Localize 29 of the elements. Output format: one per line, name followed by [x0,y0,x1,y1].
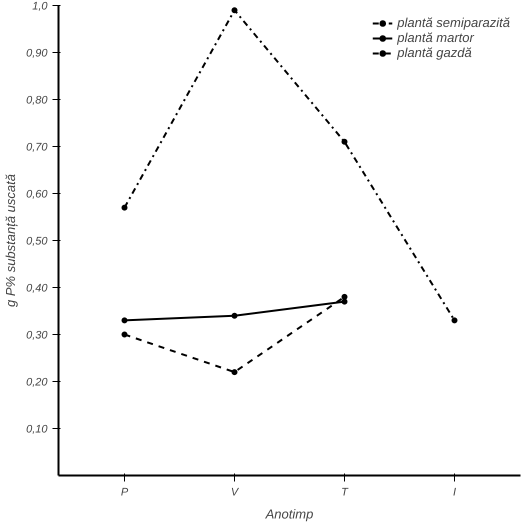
point [122,332,128,338]
point [342,298,348,305]
y-tick-label: 0,20 [26,376,48,388]
point [232,7,238,14]
y-axis-title: g P% substanță uscată [3,174,18,307]
y-tick-label: 0,10 [26,424,48,436]
y-tick-label: 0,60 [26,188,48,200]
legend-label: plantă gazdă [397,45,472,60]
y-tick-label: 0,90 [26,48,48,60]
point [122,204,128,211]
point [342,294,348,300]
y-tick-label: 0,30 [26,330,48,342]
y-tick-label: 0,40 [26,282,48,294]
point [232,369,238,376]
x-axis-title: Anotimp [264,506,314,522]
point [232,312,238,319]
x-tick-label: P [120,486,129,498]
y-tick-label: 0,70 [26,142,48,154]
legend-label: plantă semiparazită [397,15,510,30]
x-tick-label: I [452,486,456,498]
point [452,317,458,324]
y-tick-label: 0,50 [26,236,48,248]
legend-label: plantă martor [397,30,474,45]
y-tick-label: 1,0 [32,0,48,12]
x-tick-label: T [341,486,350,498]
y-tick-label: 0,80 [26,94,48,106]
point [342,138,348,145]
point [122,317,128,324]
x-tick-label: V [230,486,240,498]
